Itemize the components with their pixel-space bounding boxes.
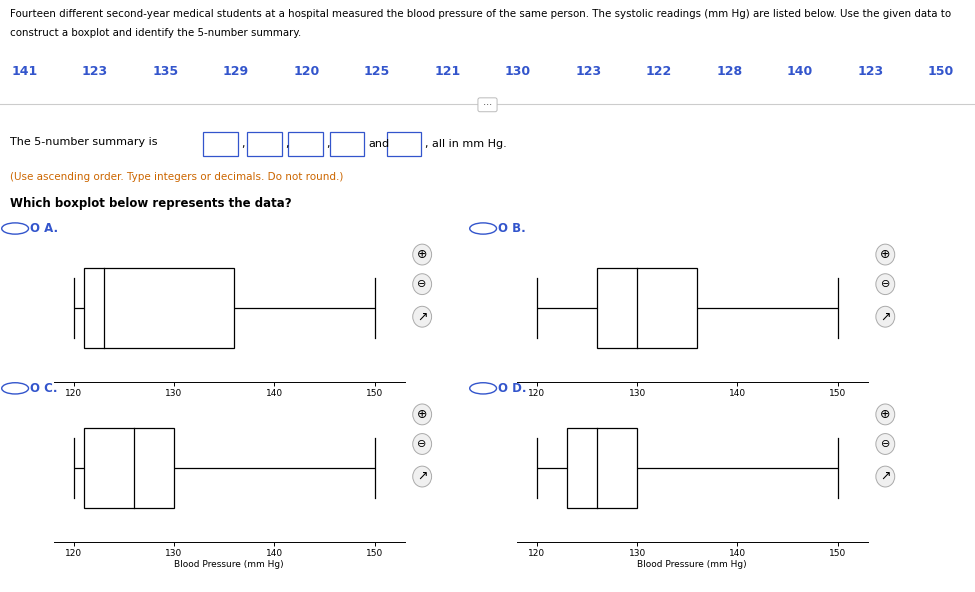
Text: ↗: ↗ — [880, 470, 890, 483]
X-axis label: Blood Pressure (mm Hg): Blood Pressure (mm Hg) — [175, 561, 284, 570]
Text: 141: 141 — [12, 65, 37, 78]
Text: ···: ··· — [480, 100, 495, 110]
X-axis label: Blood Pressure (mm Hg): Blood Pressure (mm Hg) — [638, 401, 747, 410]
Text: 128: 128 — [717, 65, 742, 78]
Text: ⊕: ⊕ — [880, 408, 890, 421]
Text: construct a boxplot and identify the 5-number summary.: construct a boxplot and identify the 5-n… — [10, 28, 301, 38]
Text: ↗: ↗ — [417, 310, 427, 323]
Text: and: and — [369, 139, 390, 149]
Text: ⊕: ⊕ — [417, 248, 427, 261]
Text: 122: 122 — [645, 65, 672, 78]
Text: O D.: O D. — [498, 382, 526, 395]
Text: ⊕: ⊕ — [417, 408, 427, 421]
Text: ⊕: ⊕ — [880, 248, 890, 261]
Circle shape — [412, 244, 432, 265]
Circle shape — [412, 306, 432, 327]
Text: 120: 120 — [293, 65, 320, 78]
Circle shape — [876, 404, 895, 425]
Text: The 5-number summary is: The 5-number summary is — [10, 137, 161, 147]
Text: 135: 135 — [152, 65, 178, 78]
Text: O B.: O B. — [498, 222, 526, 235]
Text: 129: 129 — [223, 65, 249, 78]
Text: ⊖: ⊖ — [880, 279, 890, 289]
Text: O C.: O C. — [30, 382, 58, 395]
Text: ,: , — [285, 139, 289, 149]
Text: 123: 123 — [575, 65, 602, 78]
Circle shape — [412, 274, 432, 295]
Bar — [84, 268, 234, 348]
Bar — [84, 428, 174, 507]
Text: ↗: ↗ — [417, 470, 427, 483]
Text: ,: , — [327, 139, 330, 149]
Circle shape — [876, 274, 895, 295]
Text: 123: 123 — [857, 65, 883, 78]
Circle shape — [876, 306, 895, 327]
Text: (Use ascending order. Type integers or decimals. Do not round.): (Use ascending order. Type integers or d… — [10, 172, 343, 182]
Text: ⊖: ⊖ — [880, 439, 890, 449]
FancyBboxPatch shape — [203, 131, 238, 156]
Text: O A.: O A. — [30, 222, 58, 235]
Text: , all in mm Hg.: , all in mm Hg. — [425, 139, 507, 149]
FancyBboxPatch shape — [386, 131, 421, 156]
Bar — [597, 268, 697, 348]
Text: ⊖: ⊖ — [417, 439, 427, 449]
Text: 130: 130 — [505, 65, 531, 78]
Text: Which boxplot below represents the data?: Which boxplot below represents the data? — [10, 197, 292, 210]
Bar — [566, 428, 637, 507]
Text: ↗: ↗ — [880, 310, 890, 323]
X-axis label: Blood Pressure (mm Hg): Blood Pressure (mm Hg) — [175, 401, 284, 410]
FancyBboxPatch shape — [248, 131, 282, 156]
Text: ⊖: ⊖ — [417, 279, 427, 289]
FancyBboxPatch shape — [289, 131, 323, 156]
Circle shape — [412, 466, 432, 487]
FancyBboxPatch shape — [330, 131, 365, 156]
X-axis label: Blood Pressure (mm Hg): Blood Pressure (mm Hg) — [638, 561, 747, 570]
Text: 121: 121 — [434, 65, 460, 78]
Circle shape — [412, 433, 432, 455]
Text: ,: , — [241, 139, 245, 149]
Text: 140: 140 — [787, 65, 813, 78]
Circle shape — [876, 466, 895, 487]
Text: 123: 123 — [82, 65, 108, 78]
Text: 150: 150 — [928, 65, 954, 78]
Text: 125: 125 — [364, 65, 390, 78]
Text: Fourteen different second-year medical students at a hospital measured the blood: Fourteen different second-year medical s… — [10, 9, 951, 19]
Circle shape — [876, 433, 895, 455]
Circle shape — [876, 244, 895, 265]
Circle shape — [412, 404, 432, 425]
